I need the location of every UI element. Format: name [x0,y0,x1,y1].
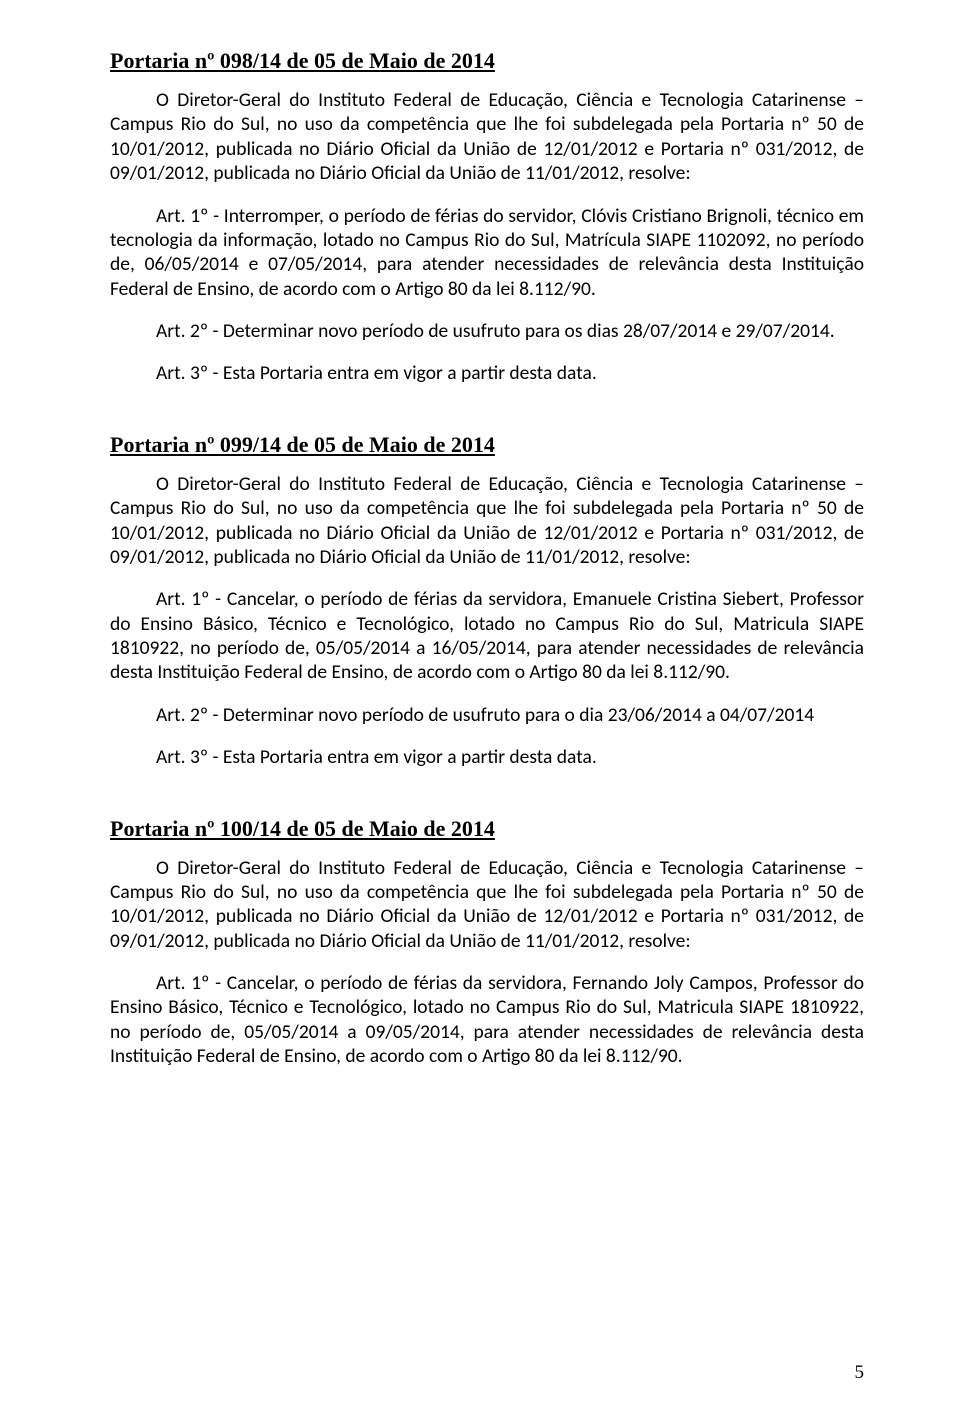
portaria-098-intro: O Diretor-Geral do Instituto Federal de … [110,88,864,186]
document-page: Portaria nº 098/14 de 05 de Maio de 2014… [0,0,960,1414]
portaria-098-art2: Art. 2º - Determinar novo período de usu… [110,319,864,343]
portaria-098-art3: Art. 3º - Esta Portaria entra em vigor a… [110,361,864,385]
portaria-099-intro: O Diretor-Geral do Instituto Federal de … [110,472,864,570]
portaria-100-section: Portaria nº 100/14 de 05 de Maio de 2014… [110,816,864,1069]
portaria-098-section: Portaria nº 098/14 de 05 de Maio de 2014… [110,48,864,386]
portaria-098-title: Portaria nº 098/14 de 05 de Maio de 2014 [110,48,864,74]
portaria-099-art3: Art. 3º - Esta Portaria entra em vigor a… [110,745,864,769]
portaria-100-intro: O Diretor-Geral do Instituto Federal de … [110,856,864,954]
portaria-100-art1: Art. 1º - Cancelar, o período de férias … [110,971,864,1069]
portaria-100-title: Portaria nº 100/14 de 05 de Maio de 2014 [110,816,864,842]
portaria-099-art1: Art. 1º - Cancelar, o período de férias … [110,587,864,685]
page-number: 5 [855,1362,865,1384]
portaria-099-title: Portaria nº 099/14 de 05 de Maio de 2014 [110,432,864,458]
portaria-099-art2: Art. 2º - Determinar novo período de usu… [110,703,864,727]
portaria-098-art1: Art. 1º - Interromper, o período de féri… [110,204,864,302]
portaria-099-section: Portaria nº 099/14 de 05 de Maio de 2014… [110,432,864,770]
